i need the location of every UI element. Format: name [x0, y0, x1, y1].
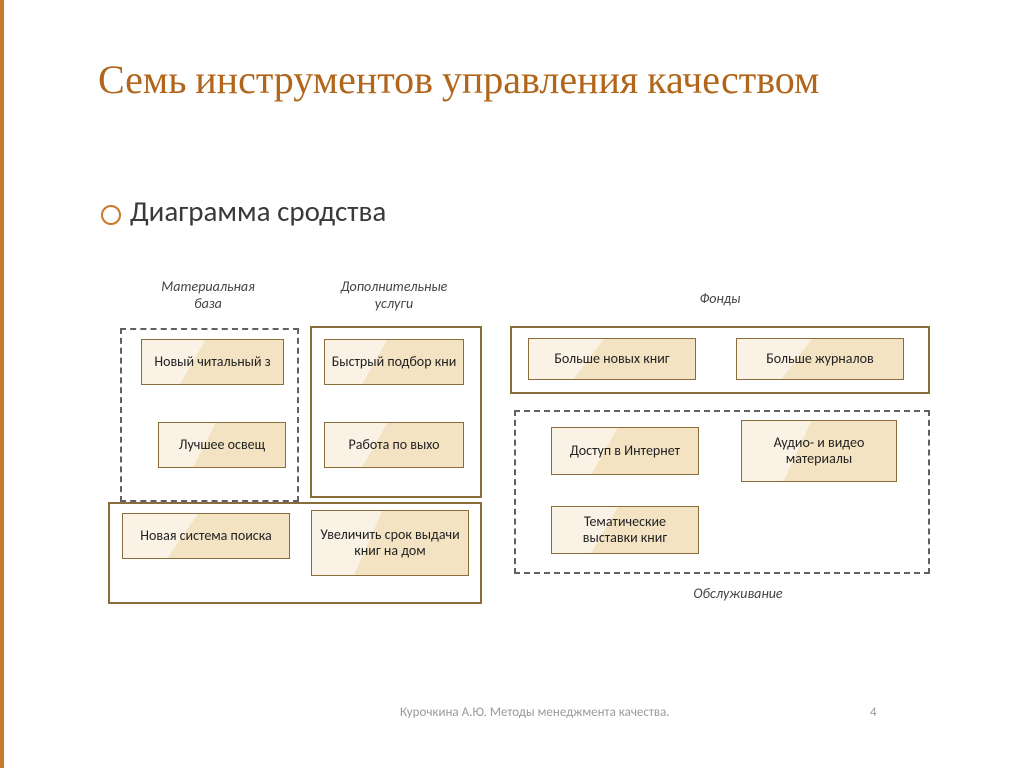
bullet-text: Диаграмма сродства [130, 193, 386, 229]
label-col1: Материальнаябаза [148, 278, 268, 312]
label-col3: Фонды [630, 290, 810, 307]
label-col2: Дополнительныеуслуги [319, 278, 469, 312]
card-audio-video: Аудио- и видео материалы [741, 420, 897, 482]
card-new-reading-room: Новый читальный з [141, 339, 284, 385]
card-more-journals: Больше журналов [736, 338, 904, 380]
accent-bar [0, 0, 4, 768]
card-weekend-work: Работа по выхо [324, 422, 464, 468]
card-internet-access: Доступ в Интернет [551, 427, 699, 475]
card-more-new-books: Больше новых книг [528, 338, 696, 380]
footer-page: 4 [870, 705, 877, 720]
label-service: Обслуживание [648, 585, 828, 602]
card-extend-loan: Увеличить срок выдачи книг на дом [311, 510, 469, 576]
card-fast-book-pick: Быстрый подбор кни [324, 339, 464, 385]
footer-author: Курочкина А.Ю. Методы менеджмента качест… [400, 705, 670, 720]
card-better-lighting: Лучшее освещ [158, 422, 286, 468]
slide-title: Семь инструментов управления качеством [98, 58, 918, 102]
card-thematic-exhibits: Тематические выставки книг [551, 506, 699, 554]
bullet-icon [101, 205, 121, 225]
card-new-search-system: Новая система поиска [122, 513, 290, 559]
